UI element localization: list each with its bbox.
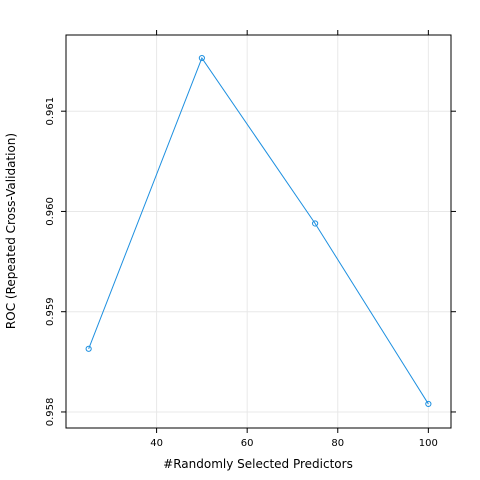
y-tick-label: 0.958 [45, 398, 56, 427]
series-line [88, 56, 429, 405]
series-layer [85, 54, 432, 408]
x-tick-label: 40 [150, 438, 163, 449]
plot-frame [65, 34, 452, 429]
x-tick-label: 80 [331, 438, 344, 449]
y-tick-label: 0.961 [45, 97, 56, 126]
x-tick-label: 100 [419, 438, 438, 449]
axis-ticks: 40 60 80 100 0.958 0.959 0.960 0.961 [45, 30, 456, 449]
grid-lines [66, 35, 451, 428]
y-tick-label: 0.959 [45, 297, 56, 326]
data-point [425, 400, 432, 408]
data-point [312, 220, 319, 227]
y-tick-label: 0.960 [45, 197, 56, 226]
x-tick-label: 60 [241, 438, 254, 449]
data-point [198, 54, 205, 62]
data-point [85, 345, 92, 352]
y-axis-label: ROC (Repeated Cross-Validation) [4, 133, 18, 329]
x-axis-label: #Randomly Selected Predictors [163, 457, 353, 471]
